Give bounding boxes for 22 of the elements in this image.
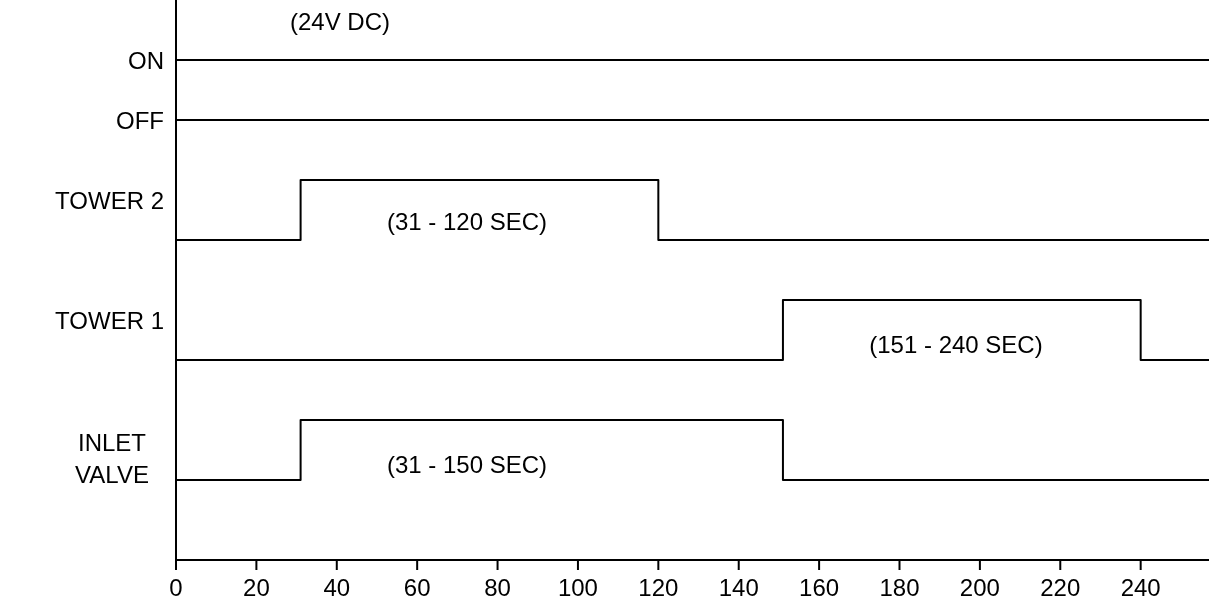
x-tick-label: 60 — [403, 574, 431, 601]
annotation: (31 - 120 SEC) — [386, 208, 548, 235]
x-tick-label: 160 — [799, 574, 840, 601]
series-label: OFF — [116, 107, 164, 134]
x-tick-label: 80 — [484, 574, 511, 601]
text: (24V DC) — [289, 8, 391, 35]
series-label: TOWER 1 — [55, 307, 164, 334]
x-tick-label: 200 — [959, 574, 1000, 601]
x-tick-label: 220 — [1040, 574, 1081, 601]
series-label: TOWER 2 — [55, 187, 164, 214]
x-tick-label: 180 — [879, 574, 920, 601]
series-label: INLET VALVE — [75, 429, 149, 488]
annotation: (31 - 150 SEC) — [386, 451, 548, 478]
x-tick-label: 0 — [169, 574, 183, 601]
series-label: ON — [128, 47, 164, 74]
x-tick-label: 140 — [718, 574, 759, 601]
x-tick-label: 100 — [557, 574, 598, 601]
x-tick-label: 120 — [638, 574, 679, 601]
x-tick-label: 40 — [323, 574, 351, 601]
x-tick-label: 20 — [243, 574, 270, 601]
x-tick-label: 240 — [1120, 574, 1161, 601]
annotation: (151 - 240 SEC) — [869, 331, 1043, 358]
